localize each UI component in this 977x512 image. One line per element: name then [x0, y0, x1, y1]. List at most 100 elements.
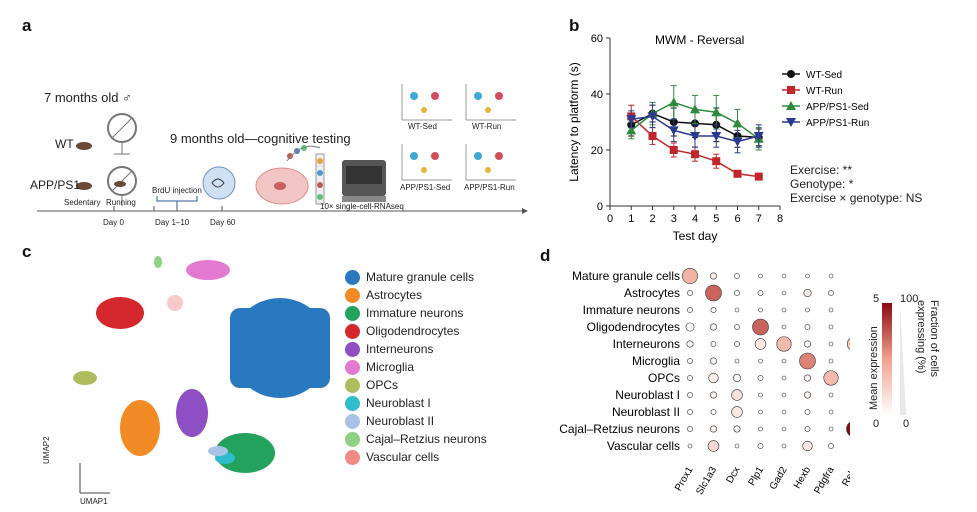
umap-cluster-oligodendrocytes: [96, 297, 144, 329]
legend-dot: [345, 449, 360, 465]
row-label: Astrocytes: [624, 286, 680, 300]
dot: [758, 273, 763, 279]
column-label: Prox1: [673, 465, 696, 494]
dot: [828, 341, 834, 347]
running-wheel-icon: [107, 113, 137, 206]
x-tick-label: 0: [607, 213, 613, 225]
umap-legend-item: Immature neurons: [345, 304, 463, 322]
data-point: [626, 125, 637, 135]
data-point: [668, 97, 679, 107]
legend-marker: [787, 70, 795, 78]
data-point: [690, 104, 700, 114]
y-tick-label: 40: [591, 89, 603, 101]
dot: [687, 392, 693, 398]
dot: [828, 426, 834, 432]
dot: [734, 273, 740, 279]
dot: [687, 358, 693, 364]
legend-dot: [345, 287, 360, 303]
condition-sedentary-label: Sedentary: [64, 198, 101, 207]
legend-dot: [345, 323, 360, 339]
umap-legend-item: Neuroblast I: [345, 394, 431, 412]
dot: [781, 409, 787, 415]
umap-legend-item: Vascular cells: [345, 448, 439, 466]
dot: [758, 426, 763, 432]
data-point: [691, 150, 699, 159]
panel-c-letter: c: [22, 242, 32, 261]
data-point: [711, 132, 722, 141]
dot: [799, 352, 816, 370]
column-label: Plp1: [747, 465, 767, 488]
dot: [752, 318, 769, 336]
dot: [754, 338, 767, 350]
column-label: Hexb: [792, 465, 813, 491]
umap-cluster-mature-granule: [230, 298, 330, 398]
umap-legend-item: Neuroblast II: [345, 412, 434, 430]
dot: [731, 406, 743, 418]
y-tick-label: 60: [591, 33, 603, 45]
column-label: Pdgfra: [812, 465, 836, 496]
data-point: [754, 172, 763, 181]
y-axis-label: Latency to platform (s): [567, 62, 581, 181]
dot: [686, 340, 694, 348]
umap-cluster-interneurons: [176, 389, 208, 437]
mini-label-app-run: APP/PS1-Run: [464, 183, 515, 192]
dot: [710, 307, 717, 313]
timeline-day1-10: Day 1–10: [155, 218, 190, 227]
umap-legend-item: Cajal–Retzius neurons: [345, 430, 487, 448]
row-label: Neuroblast I: [615, 388, 680, 402]
stat-genotype: Genotype: *: [790, 177, 854, 191]
dot: [828, 443, 834, 449]
legend-label: Mature granule cells: [366, 270, 475, 284]
brain-section-icon: [255, 167, 309, 205]
dot: [734, 307, 740, 313]
dot: [758, 307, 763, 313]
dot: [687, 443, 693, 449]
y-tick-label: 20: [591, 145, 603, 157]
legend-dot: [345, 359, 360, 375]
row-label: Oligodendrocytes: [587, 320, 680, 334]
data-point: [647, 112, 658, 122]
row-label: Neuroblast II: [612, 405, 680, 419]
legend-label: Cajal–Retzius neurons: [366, 432, 487, 446]
legend-label: WT-Sed: [806, 70, 842, 81]
dot: [805, 307, 810, 313]
dot: [709, 425, 718, 433]
row-label: Interneurons: [613, 337, 680, 351]
dot: [758, 392, 763, 398]
umap-legend-item: Astrocytes: [345, 286, 422, 304]
dot: [733, 425, 741, 433]
legend-label: Astrocytes: [366, 288, 423, 302]
mini-umap-plots: [401, 84, 516, 181]
legend-dot: [345, 413, 360, 429]
dot: [682, 268, 698, 284]
age-test-label: 9 months old—cognitive testing: [170, 131, 351, 146]
x-tick-label: 5: [713, 213, 719, 225]
umap-legend-item: Mature granule cells: [345, 268, 474, 286]
umap-x-label: UMAP1: [80, 497, 108, 506]
legend-dot: [345, 431, 360, 447]
legend-marker: [787, 86, 795, 94]
dot: [781, 358, 787, 364]
dot: [828, 273, 834, 279]
x-tick-label: 8: [777, 213, 783, 225]
seq-label: 10× single-cell-RNAseq: [320, 202, 404, 211]
panel-d-letter: d: [540, 246, 551, 265]
legend-dot: [345, 395, 360, 411]
mini-label-wt-sed: WT-Sed: [408, 122, 437, 131]
dot: [709, 272, 718, 280]
colorbar-max: 5: [873, 293, 880, 305]
umap-cluster-cajal-retzius: [154, 256, 162, 268]
legend-dot: [345, 269, 360, 285]
dot: [757, 375, 764, 381]
data-point: [753, 132, 764, 141]
column-label: Slc1a3: [694, 465, 719, 497]
data-point: [712, 157, 721, 166]
dot: [731, 389, 743, 401]
series-app-ps1-run: [626, 104, 764, 154]
dot: [781, 290, 787, 296]
dot: [781, 324, 787, 330]
data-point: [648, 132, 657, 140]
legend-label: APP/PS1-Sed: [806, 102, 869, 113]
x-tick-label: 4: [692, 213, 698, 225]
umap-cluster-opcs: [73, 371, 97, 385]
